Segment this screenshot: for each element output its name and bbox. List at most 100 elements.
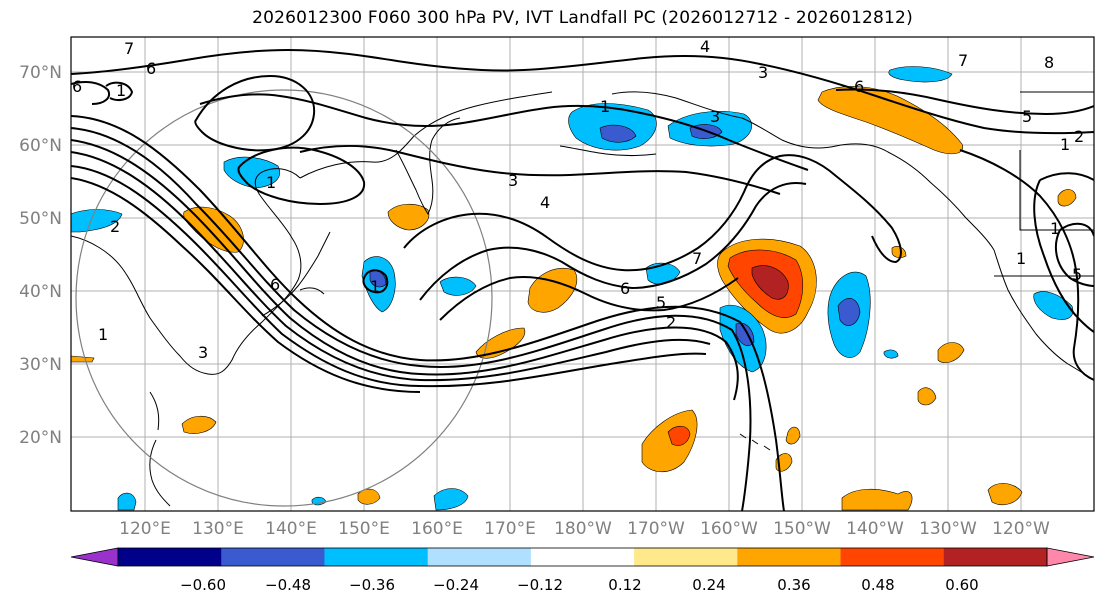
colorbar-ticks: −0.60 −0.48 −0.36 −0.24 −0.12 0.12 0.24 … <box>180 576 979 594</box>
contour-label: 1 <box>370 277 380 296</box>
contour-gulf-ridge <box>835 88 1094 116</box>
contour-label: 7 <box>692 249 702 268</box>
shade-hawaii-core <box>667 425 691 446</box>
shade-west-coast-positive-b <box>891 246 907 258</box>
map-panel: 7 6 6 4 3 6 1 5 2 1 3 4 7 6 5 2 1 3 1 6 … <box>71 37 1094 511</box>
contour-label: 1 <box>1050 219 1060 238</box>
colorbar-cell <box>427 548 532 566</box>
map-title: 2026012300 F060 300 hPa PV, IVT Landfall… <box>252 8 913 28</box>
shade-us-negative <box>1033 291 1074 320</box>
lon-label: 150°E <box>338 519 390 539</box>
contour-label: 1 <box>98 325 108 344</box>
colorbar-tick-label: 0.48 <box>861 576 894 594</box>
colorbar-extend-max <box>1046 547 1095 567</box>
colorbar-cell <box>530 548 635 566</box>
colorbar-tick-label: 0.24 <box>692 576 725 594</box>
pv-contours <box>71 48 1094 511</box>
contour-west-us-loop <box>1054 222 1094 287</box>
lat-label: 50°N <box>19 209 62 229</box>
contour-jet-5 <box>71 165 707 388</box>
map-frame <box>70 36 1095 512</box>
lon-label: 140°E <box>265 519 317 539</box>
contour-trough-b <box>419 182 807 301</box>
colorbar-cell <box>634 548 738 566</box>
contour-label: 1 <box>600 97 610 116</box>
contour-label: 7 <box>124 39 134 58</box>
coast-kamchatka <box>395 117 461 215</box>
contour-north-3 <box>299 145 781 195</box>
contour-west-loop <box>71 81 110 105</box>
lon-label: 160°W <box>700 519 758 539</box>
colorbar-cell <box>118 548 222 566</box>
colorbar-cell <box>840 548 945 566</box>
shade-bering-negative-core <box>599 124 637 143</box>
contour-label: 2 <box>1074 127 1084 146</box>
contour-label: 3 <box>758 63 768 82</box>
contour-jet-1 <box>71 115 785 511</box>
contour-jet-6 <box>71 177 421 393</box>
colorbar-tick-label: 0.12 <box>608 576 641 594</box>
contour-label: 4 <box>700 37 710 56</box>
lon-label: 170°W <box>627 519 685 539</box>
contour-label: 8 <box>1044 53 1054 72</box>
colorbar-cell <box>221 548 325 566</box>
lon-label: 120°E <box>119 519 171 539</box>
contour-label: 6 <box>854 77 864 96</box>
colorbar-extend-min <box>70 547 119 567</box>
lat-label: 30°N <box>19 355 62 375</box>
contour-west-us-loop-2 <box>1033 172 1094 333</box>
contour-label: 5 <box>1072 265 1082 284</box>
shade-subtropics-positive-g <box>785 426 801 445</box>
lon-label: 180°W <box>554 519 612 539</box>
contour-label: 6 <box>146 59 156 78</box>
contour-label: 1 <box>1016 249 1026 268</box>
shade-west-negative <box>71 209 123 233</box>
contour-jet-2 <box>71 127 752 511</box>
shade-subtropics-positive-c <box>937 342 965 363</box>
shade-northeast-pacific-negative-core <box>837 298 861 326</box>
coast-hawaii <box>739 433 771 451</box>
contour-subtropic-east <box>959 149 1094 381</box>
lon-label: 130°W <box>919 519 977 539</box>
lon-label: 120°W <box>992 519 1050 539</box>
contour-label: 1 <box>266 173 276 192</box>
contour-label: 6 <box>72 77 82 96</box>
coast-islands-aleutian <box>559 145 657 156</box>
colorbar-cells <box>118 548 1048 566</box>
shade-kamchatka-positive <box>387 203 430 231</box>
shade-subtropics-negative-a <box>433 488 469 511</box>
contour-trough-a <box>403 154 902 272</box>
shade-central-negative-a <box>645 262 681 285</box>
contour-loop-small <box>362 269 389 294</box>
contour-label: 6 <box>620 279 630 298</box>
shade-subtropics-positive-d <box>987 483 1023 505</box>
contour-arctic-loop <box>105 81 134 101</box>
shade-north-pacific-negative <box>439 276 477 296</box>
shade-subtropics-negative-b <box>117 492 137 511</box>
contour-jet-3 <box>71 139 739 401</box>
contour-label: 2 <box>666 313 676 332</box>
lat-label: 40°N <box>19 282 62 302</box>
contour-label: 3 <box>508 171 518 190</box>
shade-hawaii-positive <box>641 409 698 473</box>
contour-label: 4 <box>540 193 550 212</box>
colorbar-tick-label: −0.48 <box>265 576 311 594</box>
lat-label: 20°N <box>19 428 62 448</box>
colorbar-frame <box>117 547 1048 567</box>
coast-west-us <box>993 249 1094 381</box>
lon-label: 160°E <box>411 519 463 539</box>
colorbar-tick-label: 0.36 <box>777 576 810 594</box>
lon-label: 170°E <box>484 519 536 539</box>
contour-label: 5 <box>656 293 666 312</box>
colorbar-cell <box>324 548 429 566</box>
colorbar-tick-label: −0.36 <box>349 576 395 594</box>
lat-label: 70°N <box>19 63 62 83</box>
lon-label: 130°E <box>192 519 244 539</box>
contour-label: 1 <box>1060 135 1070 154</box>
contour-label: 6 <box>270 275 280 294</box>
shade-subtropics-negative-c <box>883 349 899 359</box>
latitude-labels: 70°N 60°N 50°N 40°N 30°N 20°N <box>19 63 62 448</box>
colorbar-tick-label: 0.60 <box>945 576 978 594</box>
contour-north-2 <box>199 93 809 171</box>
shade-west-coast-positive <box>1057 189 1077 207</box>
